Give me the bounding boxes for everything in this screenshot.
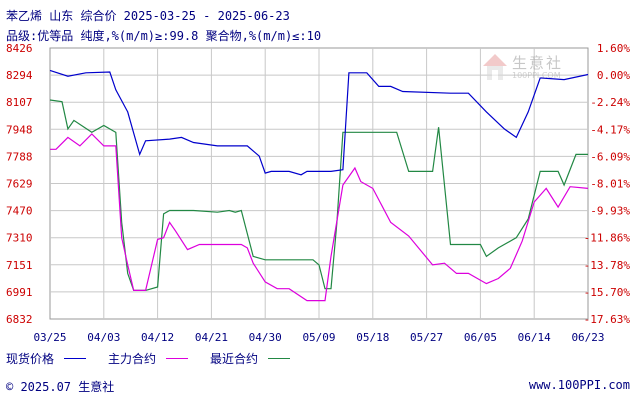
series-line-main-contract <box>50 133 589 302</box>
y-tick-label-left: 8107 <box>6 96 33 109</box>
y-tick-label-right: -6.09% <box>590 150 630 163</box>
y-tick-label-right: -15.70% <box>584 286 631 299</box>
y-tick-label-left: 7629 <box>6 178 33 191</box>
site-link[interactable]: www.100PPI.com <box>528 378 630 392</box>
legend-line-spot <box>64 357 87 359</box>
legend-item-spot: 现货价格 <box>6 350 87 367</box>
legend-label-nearest-contract: 最近合约 <box>210 351 259 366</box>
x-tick-label: 04/30 <box>249 331 282 344</box>
series-line-spot <box>49 69 589 176</box>
y-tick-label-right: -9.93% <box>590 205 630 218</box>
y-tick-label-left: 7310 <box>6 232 33 245</box>
y-tick-label-right: -11.86% <box>584 232 631 245</box>
y-tick-label-right: -2.24% <box>590 96 630 109</box>
y-tick-label-left: 7470 <box>6 205 33 218</box>
logo-url: 100PPI.COM <box>512 71 561 80</box>
x-tick-label: 05/18 <box>356 331 389 344</box>
y-tick-label-right: -17.63% <box>584 313 631 326</box>
y-tick-label-right: 1.60% <box>597 42 630 55</box>
y-tick-label-left: 7788 <box>6 150 33 163</box>
watermark-logo: 生意社 100PPI.COM <box>482 52 602 86</box>
x-tick-label: 06/05 <box>464 331 497 344</box>
y-tick-label-left: 7948 <box>6 123 33 136</box>
y-tick-label-left: 7151 <box>6 259 33 272</box>
y-tick-label-left: 8426 <box>6 42 33 55</box>
series-line-nearest-contract <box>49 99 588 291</box>
house-logo-icon <box>483 54 507 80</box>
x-tick-label: 06/14 <box>518 331 551 344</box>
y-tick-label-left: 6832 <box>6 313 33 326</box>
legend-line-main-contract <box>166 357 189 359</box>
x-tick-label: 04/21 <box>195 331 228 344</box>
y-tick-label-left: 8294 <box>6 69 33 82</box>
legend-label-spot: 现货价格 <box>6 351 55 366</box>
legend-item-nearest-contract: 最近合约 <box>210 350 291 367</box>
x-tick-label: 03/25 <box>33 331 66 344</box>
chart-subtitle: 品级:优等品 纯度,%(m/m)≥:99.8 聚合物,%(m/m)≤:10 <box>6 29 322 43</box>
y-tick-label-right: -13.78% <box>584 259 631 272</box>
chart-title: 苯乙烯 山东 综合价 2025-03-25 - 2025-06-23 <box>6 9 290 23</box>
logo-name: 生意社 <box>512 54 564 72</box>
chart-legend: 现货价格 主力合约 最近合约 <box>6 349 312 367</box>
y-tick-label-left: 6991 <box>6 286 33 299</box>
legend-line-nearest-contract <box>268 357 291 359</box>
legend-label-main-contract: 主力合约 <box>108 351 157 366</box>
legend-item-main-contract: 主力合约 <box>108 350 189 367</box>
x-tick-label: 05/27 <box>410 331 443 344</box>
y-tick-label-right: -8.01% <box>590 178 630 191</box>
x-tick-label: 04/12 <box>141 331 174 344</box>
x-tick-label: 05/09 <box>302 331 335 344</box>
y-tick-label-right: 0.00% <box>597 69 630 82</box>
x-tick-label: 04/03 <box>87 331 120 344</box>
x-tick-label: 06/23 <box>571 331 604 344</box>
copyright-text: © 2025.07 生意社 <box>6 380 115 394</box>
y-tick-label-right: -4.17% <box>590 123 630 136</box>
